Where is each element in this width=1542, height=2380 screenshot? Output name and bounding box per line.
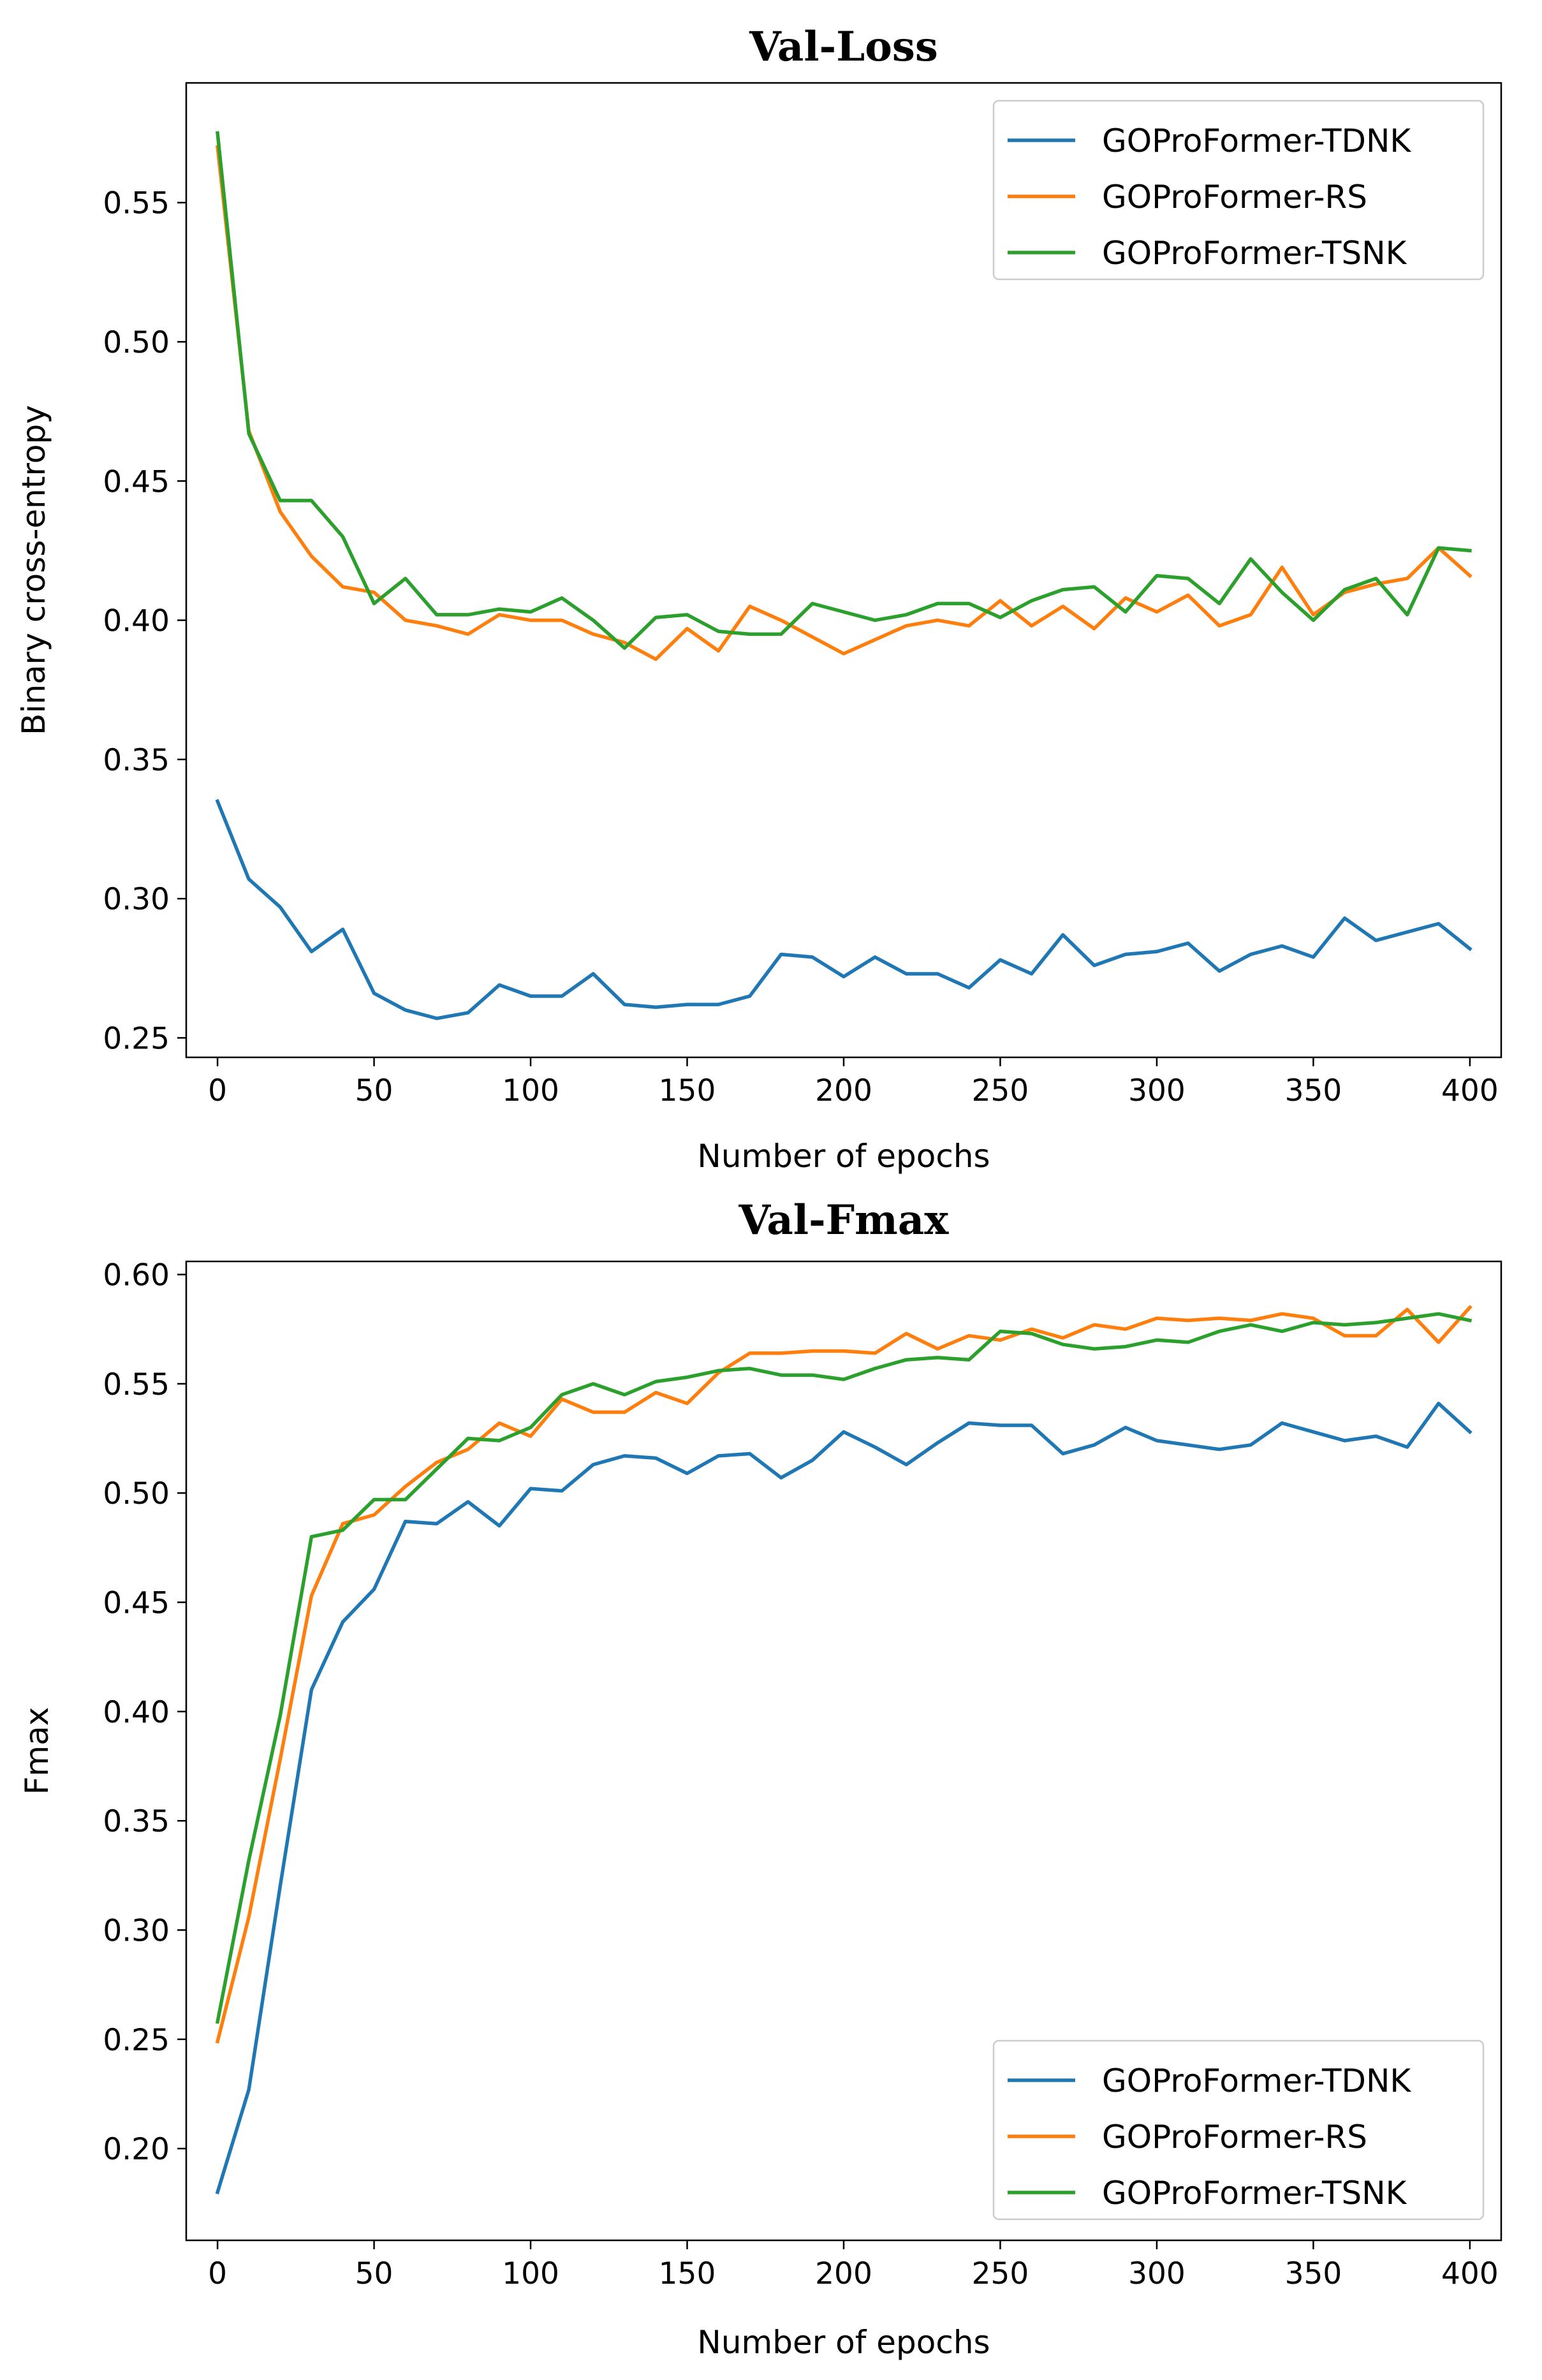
legend-label: GOProFormer-RS (1102, 179, 1367, 216)
legend-box (992, 99, 1485, 281)
y-axis-label: Binary cross-entropy (15, 405, 52, 735)
x-tick-label: 100 (502, 2256, 559, 2291)
y-tick-label: 0.30 (103, 1913, 170, 1948)
y-tick-label: 0.30 (103, 882, 170, 917)
legend-label: GOProFormer-TDNK (1102, 122, 1411, 159)
x-tick-label: 300 (1128, 1073, 1186, 1108)
x-tick-label: 300 (1128, 2256, 1186, 2291)
legend-label: GOProFormer-TDNK (1102, 2062, 1411, 2099)
x-tick-label: 50 (355, 1073, 393, 1108)
x-tick-label: 250 (972, 2256, 1029, 2291)
x-tick-label: 200 (815, 1073, 872, 1108)
val-loss-chart: Val-Loss 0 50 100 150 200 250 300 350 400 0.25 0.30… (15, 23, 1502, 1175)
y-tick-label: 0.25 (103, 1021, 170, 1056)
x-tick-label: 400 (1441, 2256, 1499, 2291)
legend: GOProFormer-TDNK GOProFormer-RS GOProForme… (992, 2039, 1485, 2221)
y-tick-label: 0.45 (103, 1586, 170, 1621)
y-tick-label: 0.20 (103, 2132, 170, 2167)
series-line-goproformer-rs (215, 1305, 1472, 2044)
y-tick-label: 0.40 (103, 1695, 170, 1730)
x-tick-label: 350 (1285, 2256, 1342, 2291)
x-tick-label: 150 (659, 2256, 716, 2291)
y-tick-label: 0.35 (103, 743, 170, 778)
legend-box (992, 2039, 1485, 2221)
series-line-goproformer-tsnk (215, 1312, 1472, 2024)
x-tick-label: 200 (815, 2256, 872, 2291)
y-tick-label: 0.50 (103, 1476, 170, 1511)
x-tick-label: 250 (972, 1073, 1029, 1108)
x-axis-label: Number of epochs (697, 2324, 990, 2361)
x-tick-label: 100 (502, 1073, 559, 1108)
y-tick-label: 0.60 (103, 1258, 170, 1293)
y-tick-label: 0.50 (103, 325, 170, 360)
x-tick-label: 350 (1285, 1073, 1342, 1108)
y-tick-label: 0.55 (103, 186, 170, 221)
series-line-goproformer-tsnk (216, 131, 1472, 650)
y-axis-label: Fmax (18, 1707, 55, 1795)
legend: GOProFormer-TDNK GOProFormer-RS GOProForme… (992, 99, 1485, 281)
y-tick-label: 0.25 (103, 2023, 170, 2058)
val-fmax-chart: Val-Fmax 0 50 100 150 200 250 300 350 400 0.20 0.25… (18, 1196, 1502, 2361)
series-line-goproformer-tdnk (215, 798, 1472, 1020)
x-tick-label: 0 (208, 2256, 227, 2291)
legend-label: GOProFormer-TSNK (1102, 235, 1407, 272)
chart-title: Val-Loss (749, 23, 938, 71)
legend-label: GOProFormer-TSNK (1102, 2175, 1407, 2212)
series-line-goproformer-tdnk (215, 1401, 1472, 2195)
x-tick-label: 50 (355, 2256, 393, 2291)
y-tick-label: 0.55 (103, 1367, 170, 1402)
series-line-goproformer-rs (216, 145, 1472, 661)
y-tick-label: 0.40 (103, 604, 170, 639)
x-tick-label: 150 (659, 1073, 716, 1108)
x-axis-label: Number of epochs (697, 1138, 990, 1175)
x-tick-label: 400 (1441, 1073, 1499, 1108)
x-tick-label: 0 (208, 1073, 227, 1108)
chart-title: Val-Fmax (738, 1196, 950, 1244)
y-tick-label: 0.35 (103, 1804, 170, 1839)
legend-label: GOProFormer-RS (1102, 2119, 1367, 2156)
y-tick-label: 0.45 (103, 464, 170, 499)
